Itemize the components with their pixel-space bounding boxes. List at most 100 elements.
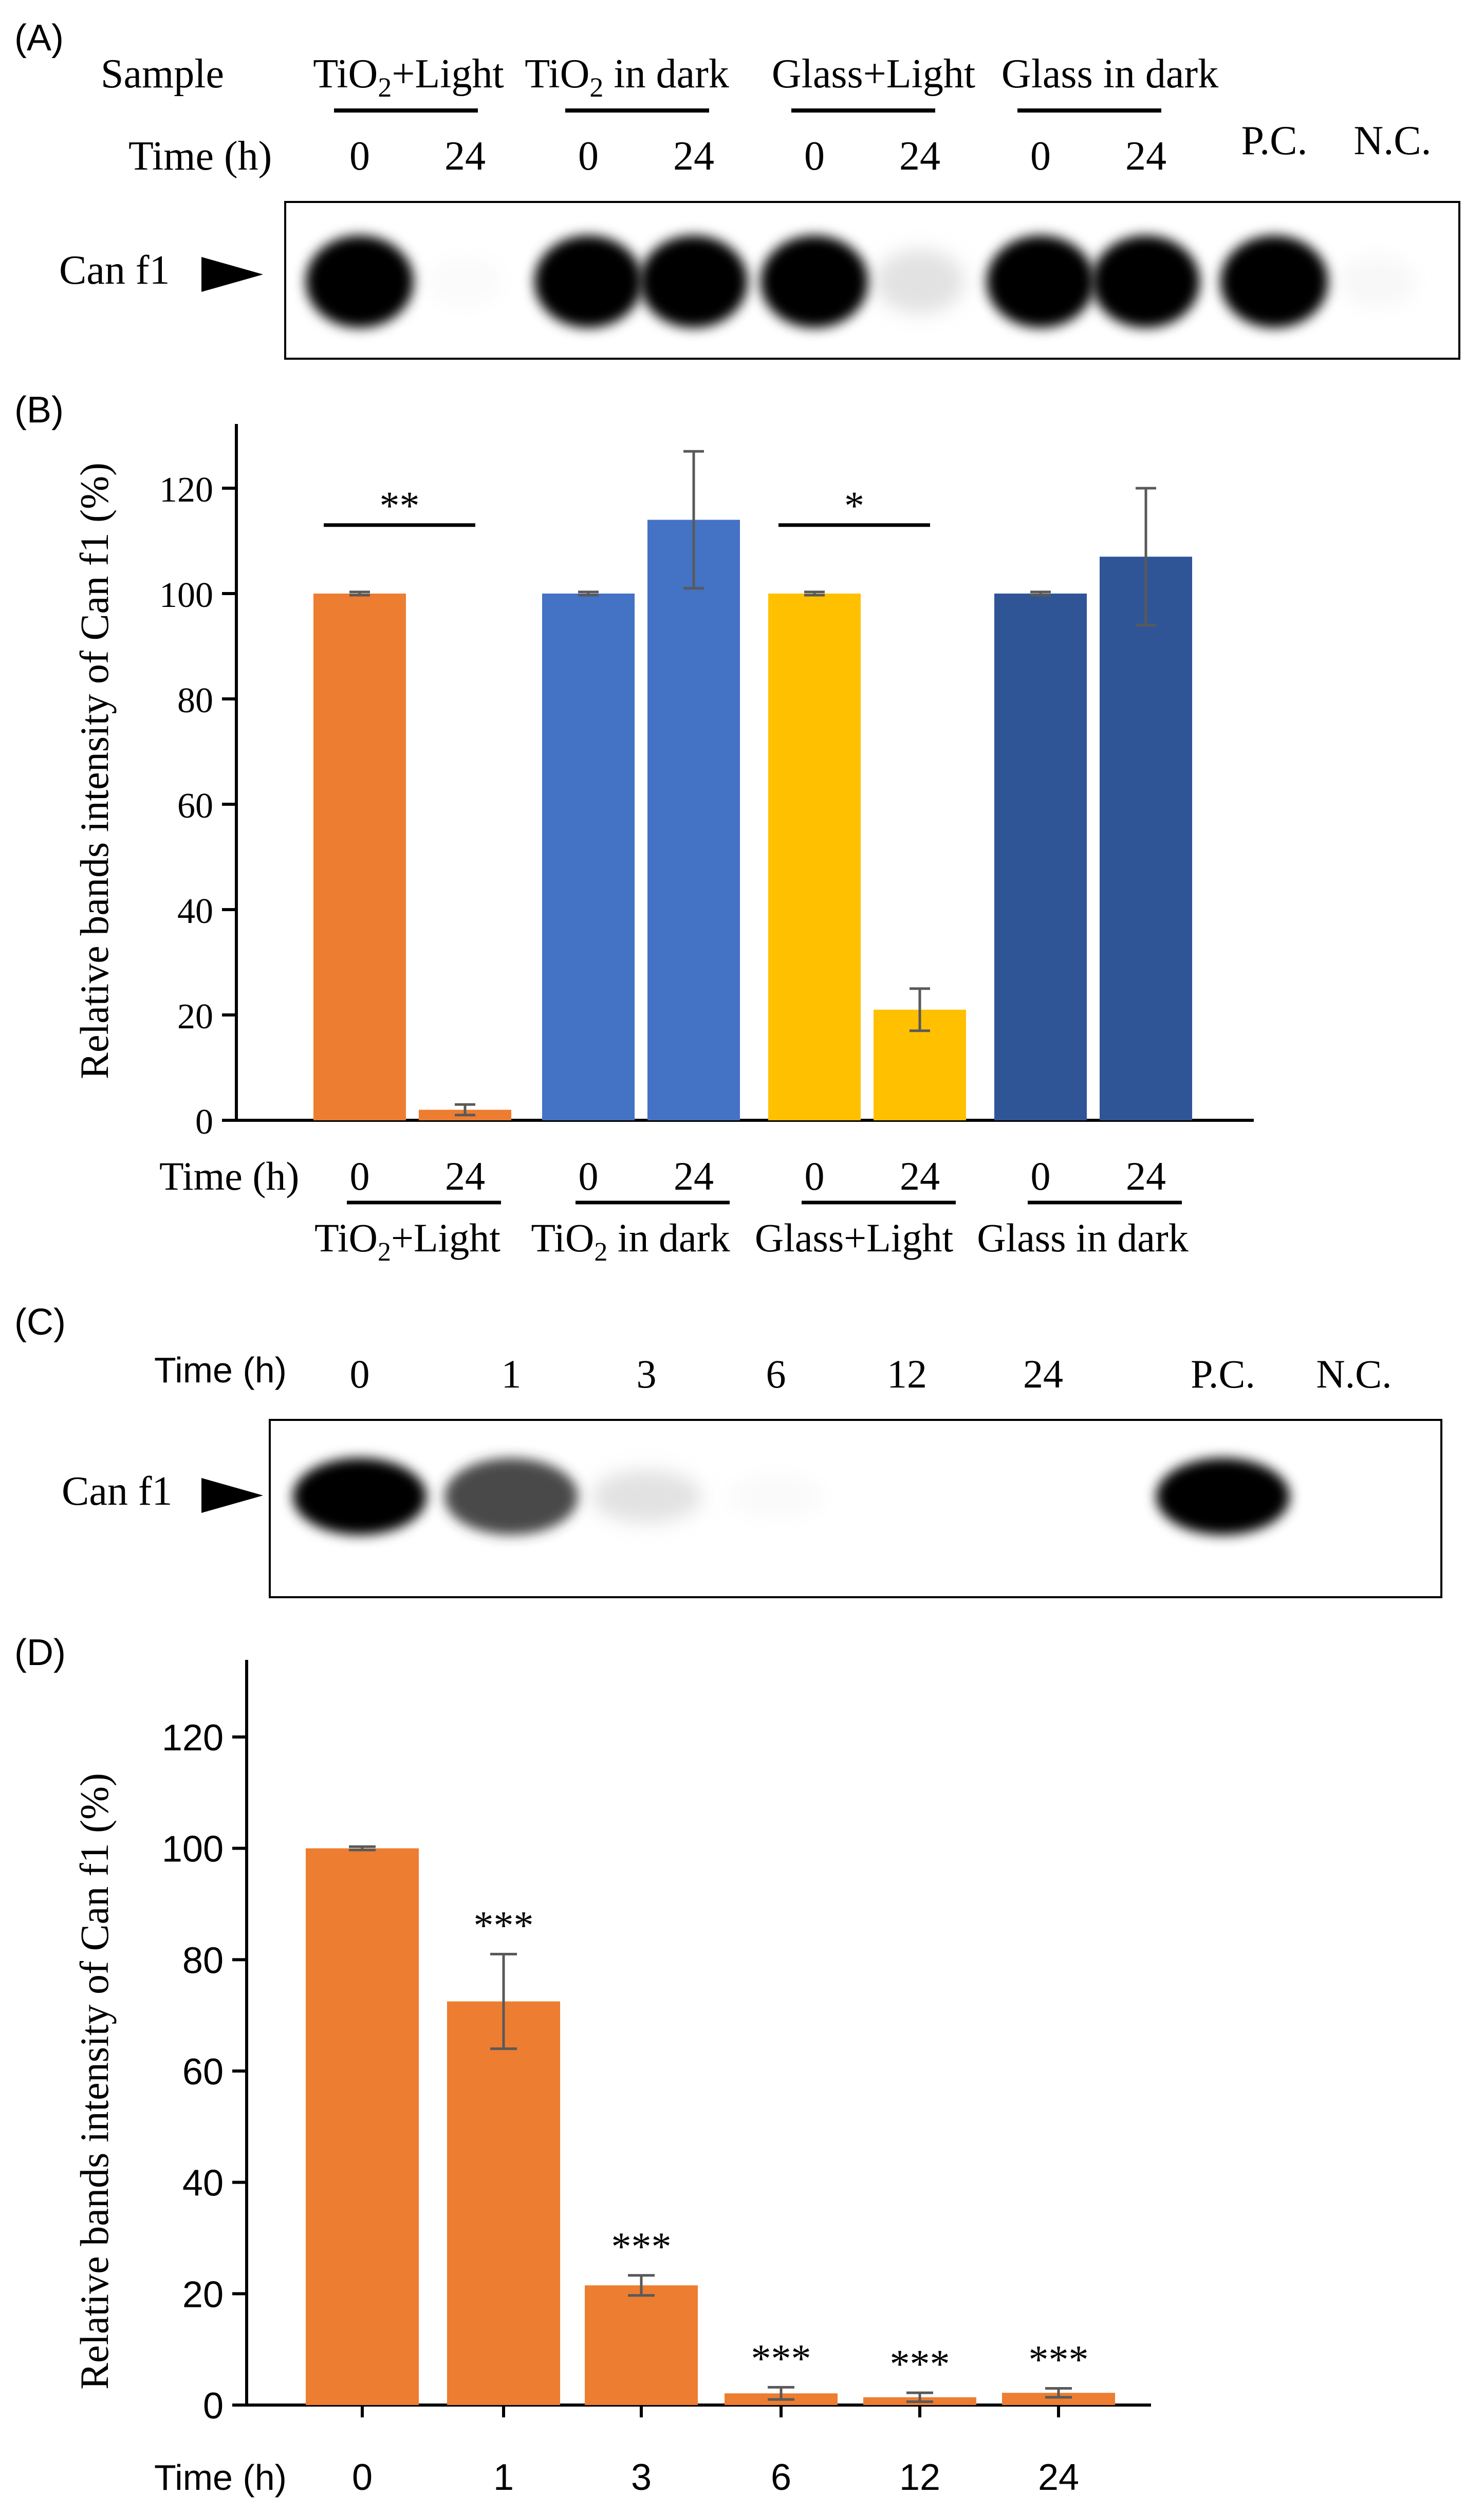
bar [647,520,740,1120]
blot-a-lane-label: 0 [578,134,599,179]
panel-b: (B) Relative bands intensity of Can f1 (… [14,390,1254,1267]
x-tick-label: 0 [352,2457,373,2498]
y-tick-label: 80 [182,1940,224,1981]
y-tick-label: 60 [177,786,213,826]
blot-band [426,255,504,308]
blot-c-lane-label: 3 [637,1352,657,1396]
chart-d: 0 20 40 60 80 100 120 0 *** 1 *** 3 *** 6 *** 12 *** 24 [162,1660,1151,2498]
blot-band [987,235,1095,328]
x-tick-label: 0 [1031,1154,1051,1198]
significance-label: * [844,483,864,528]
chart-b-group-labels: TiO2+Light TiO2 in dark Glass+Light Glas… [314,1215,1189,1267]
blot-c-time-label: Time (h) [154,1350,287,1390]
blot-a-band-label: Can f1 [59,248,170,293]
significance-label: *** [1029,2337,1089,2382]
blot-c-lane-label: N.C. [1316,1352,1392,1396]
x-tick-label: 24 [445,1154,485,1198]
blot-a-lane-label: 24 [673,134,714,179]
panel-d: (D) Relative bands intensity of Can f1 (… [14,1632,1151,2498]
panel-b-label: (B) [14,390,64,431]
blot-a-group-label: TiO2 in dark [525,51,729,103]
blot-c-lane-label: 24 [1023,1352,1063,1396]
bar [1100,557,1192,1120]
blot-a-lane-label: 24 [1125,134,1166,179]
x-tick-label: 24 [1038,2457,1079,2498]
significance-label: *** [474,1903,534,1948]
blot-a-lane-label: 24 [899,134,940,179]
x-tick-label: 0 [805,1154,825,1198]
panel-a: (A) Sample Time (h) TiO2+Light TiO2 in d… [14,17,1460,360]
blot-a-time-label: Time (h) [128,134,272,179]
panel-a-label: (A) [14,17,64,59]
x-tick-label: 0 [350,1154,370,1198]
chart-b-xlabel: Time (h) [159,1154,299,1198]
chart-b-group-label: Glass+Light [755,1215,954,1260]
blot-band [534,235,642,328]
chart-b-group-label: TiO2 in dark [531,1215,730,1267]
x-tick-label: 1 [493,2457,514,2498]
blot-band [1156,1458,1290,1535]
chart-b-group-label: Glass in dark [977,1215,1189,1260]
blot-a-band-arrow [201,257,263,292]
blot-c-band-arrow [201,1478,263,1513]
blot-band [1220,235,1328,328]
x-tick-label: 6 [771,2457,791,2498]
blot-band [760,235,868,328]
panel-c-label: (C) [14,1302,66,1343]
blot-band [728,1474,824,1519]
y-tick-label: 100 [159,576,213,615]
blot-a-lane-label: N.C. [1353,118,1431,163]
blot-a-lane-labels: 0 24 0 24 0 24 0 24 P.C. N.C. [349,118,1432,179]
blot-c-lane-label: P.C. [1191,1352,1255,1396]
blot-band [640,235,748,328]
blot-c-bands [293,1458,1290,1535]
blot-c-lane-label: 0 [350,1352,370,1396]
blot-c-lane-label: 1 [502,1352,522,1396]
blot-band [591,1470,702,1523]
blot-band [293,1458,426,1535]
y-tick-label: 40 [177,892,213,931]
significance-label: ** [380,483,420,528]
chart-d-ylabel: Relative bands intensity of Can f1 (%) [72,1773,117,2390]
y-tick-label: 0 [203,2386,224,2427]
blot-a-lane-label: P.C. [1241,118,1308,163]
x-tick-label: 3 [631,2457,652,2498]
x-tick-label: 12 [899,2457,940,2498]
blot-c-lane-labels: 0 1 3 6 12 24 P.C. N.C. [350,1352,1392,1396]
y-tick-label: 40 [182,2163,224,2204]
x-tick-label: 24 [674,1154,714,1198]
chart-b-group-label: TiO2+Light [314,1215,500,1267]
x-tick-label: 24 [900,1154,940,1198]
blot-a-group-label: Glass+Light [772,51,975,97]
y-tick-label: 20 [177,997,213,1037]
blot-a-group-labels: TiO2+Light TiO2 in dark Glass+Light Glas… [313,51,1218,103]
blot-c-band-label: Can f1 [62,1469,173,1514]
y-tick-label: 0 [195,1102,213,1142]
blot-a-group-label: TiO2+Light [313,51,504,103]
bar [447,2001,560,2405]
chart-d-xlabel: Time (h) [154,2457,287,2498]
significance-label: *** [611,2224,672,2269]
blot-a-lane-label: 0 [349,134,370,179]
blot-band [444,1458,578,1535]
bar [1002,2393,1115,2405]
blot-c-lane-label: 12 [887,1352,927,1396]
x-tick-label: 24 [1126,1154,1166,1198]
bar [585,2285,698,2405]
significance-label: *** [890,2341,950,2386]
blot-a-bands [306,235,1417,328]
y-tick-label: 60 [182,2051,224,2093]
bar [306,1848,419,2405]
panel-d-label: (D) [14,1632,66,1673]
chart-b-ylabel: Relative bands intensity of Can f1 (%) [72,463,117,1079]
blot-band [1338,254,1417,309]
y-tick-label: 120 [162,1717,224,1759]
y-tick-label: 120 [159,470,213,510]
blot-a-group-label: Glass in dark [1001,51,1218,97]
blot-band [1092,235,1200,328]
y-tick-label: 100 [162,1829,224,1870]
blot-c-lane-label: 6 [766,1352,786,1396]
blot-a-sample-label: Sample [101,51,224,97]
